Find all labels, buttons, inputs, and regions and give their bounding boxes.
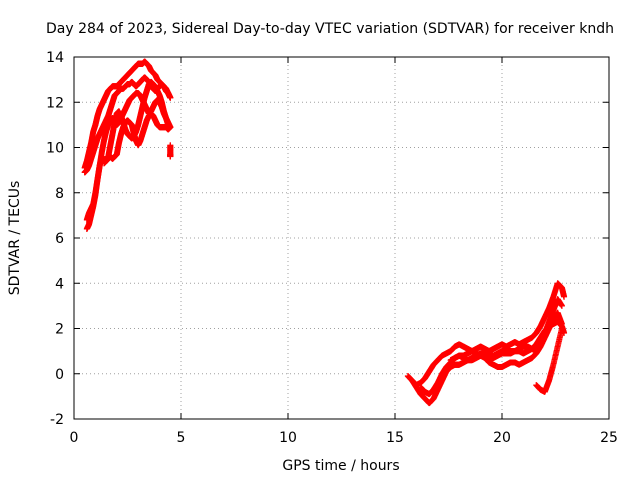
y-tick-label: 2 (55, 322, 64, 338)
x-tick-label: 20 (493, 430, 511, 446)
data-points (81, 58, 568, 407)
x-tick-label: 0 (70, 430, 79, 446)
x-tick-label: 5 (177, 430, 186, 446)
y-tick-label: 10 (46, 141, 64, 157)
y-tick-label: -2 (50, 412, 64, 428)
y-tick-label: 6 (55, 231, 64, 247)
y-tick-label: 0 (55, 367, 64, 383)
y-tick-label: 8 (55, 186, 64, 202)
x-tick-label: 15 (386, 430, 404, 446)
chart-title: Day 284 of 2023, Sidereal Day-to-day VTE… (46, 21, 614, 37)
y-axis-label: SDTVAR / TECUs (7, 181, 23, 296)
y-tick-label: 4 (55, 276, 64, 292)
y-tick-label: 14 (46, 50, 64, 66)
y-tick-label: 12 (46, 95, 64, 111)
grid (74, 57, 609, 419)
x-tick-label: 10 (279, 430, 297, 446)
x-axis-label: GPS time / hours (282, 458, 399, 474)
x-tick-label: 25 (600, 430, 618, 446)
